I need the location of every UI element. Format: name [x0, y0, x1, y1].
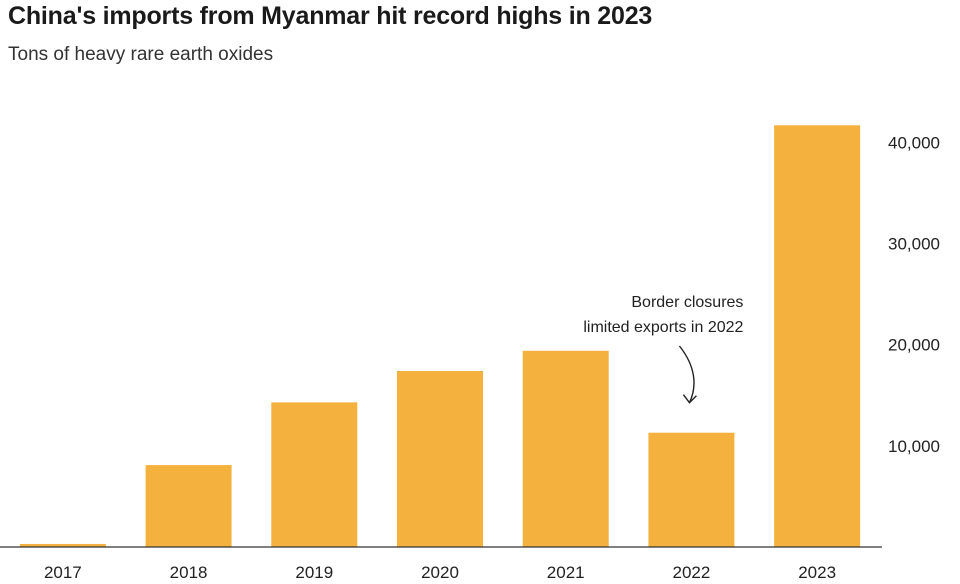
bar-2019: [271, 402, 358, 547]
annotation: Border closures limited exports in 2022: [583, 294, 744, 404]
annotation-line-2: limited exports in 2022: [583, 319, 743, 336]
x-tick-label-2021: 2021: [547, 563, 585, 582]
x-tick-label-2023: 2023: [798, 563, 836, 582]
chart-subtitle: Tons of heavy rare earth oxides: [8, 44, 274, 65]
bar-2017: [19, 543, 106, 547]
x-tick-label-2020: 2020: [421, 563, 459, 582]
y-tick-label-10000: 10,000: [888, 437, 940, 456]
annotation-arrowhead: [682, 394, 697, 404]
x-tick-label-2018: 2018: [170, 563, 208, 582]
y-tick-label-40000: 40,000: [888, 133, 940, 152]
y-tick-label-20000: 20,000: [888, 336, 940, 355]
bar-2022: [648, 432, 735, 547]
bar-2020: [397, 371, 483, 547]
chart-title: China's imports from Myanmar hit record …: [8, 2, 653, 30]
x-tick-label-2022: 2022: [673, 563, 711, 582]
annotation-arrow: [678, 345, 695, 404]
bar-2021: [522, 350, 609, 547]
annotation-line-1: Border closures: [631, 294, 743, 311]
bar-2018: [145, 465, 232, 547]
y-tick-label-30000: 30,000: [888, 235, 940, 254]
bar-2023: [774, 125, 861, 548]
x-tick-label-2019: 2019: [295, 563, 333, 582]
x-tick-label-2017: 2017: [44, 563, 82, 582]
